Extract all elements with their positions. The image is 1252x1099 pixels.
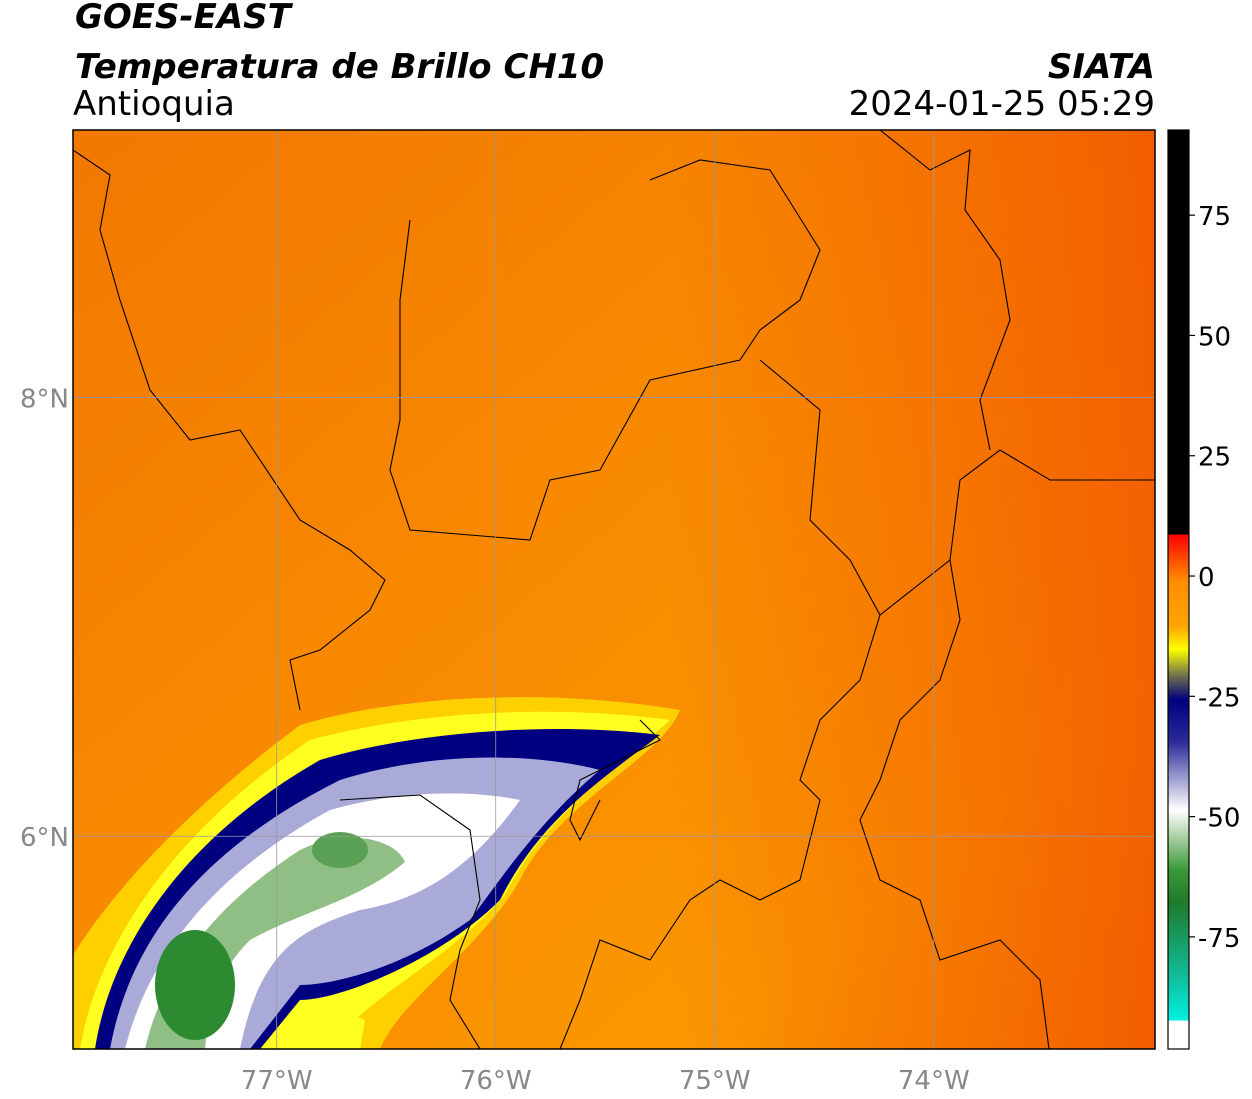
lon-tick-label: 77°W bbox=[241, 1066, 313, 1096]
product: Temperatura de Brillo CH10 bbox=[75, 47, 604, 87]
map-frame bbox=[72, 129, 1156, 1050]
lon-tick-label: 75°W bbox=[679, 1066, 751, 1096]
colorbar-tick-label: 25 bbox=[1198, 443, 1231, 473]
satellite: GOES-EAST bbox=[75, 0, 294, 37]
region: Antioquia bbox=[73, 84, 235, 124]
grid bbox=[73, 130, 1155, 1049]
colorbar-tick-label: -25 bbox=[1198, 683, 1240, 713]
timestamp: 2024-01-25 05:29 bbox=[849, 84, 1155, 124]
colorbar-tick-label: 75 bbox=[1198, 202, 1231, 232]
source: SIATA bbox=[1048, 47, 1155, 87]
lat-tick-label: 8°N bbox=[20, 385, 69, 415]
lon-tick-label: 74°W bbox=[898, 1066, 970, 1096]
map-image bbox=[73, 130, 1155, 1049]
lon-tick-label: 76°W bbox=[460, 1066, 532, 1096]
colorbar-tick-label: -50 bbox=[1198, 804, 1240, 834]
lat-tick-label: 6°N bbox=[20, 823, 69, 853]
colorbar-tick-label: 0 bbox=[1198, 563, 1215, 593]
colorbar bbox=[1167, 129, 1190, 1050]
colorbar-tick-label: -75 bbox=[1198, 924, 1240, 954]
colorbar-tick-label: 50 bbox=[1198, 322, 1231, 352]
